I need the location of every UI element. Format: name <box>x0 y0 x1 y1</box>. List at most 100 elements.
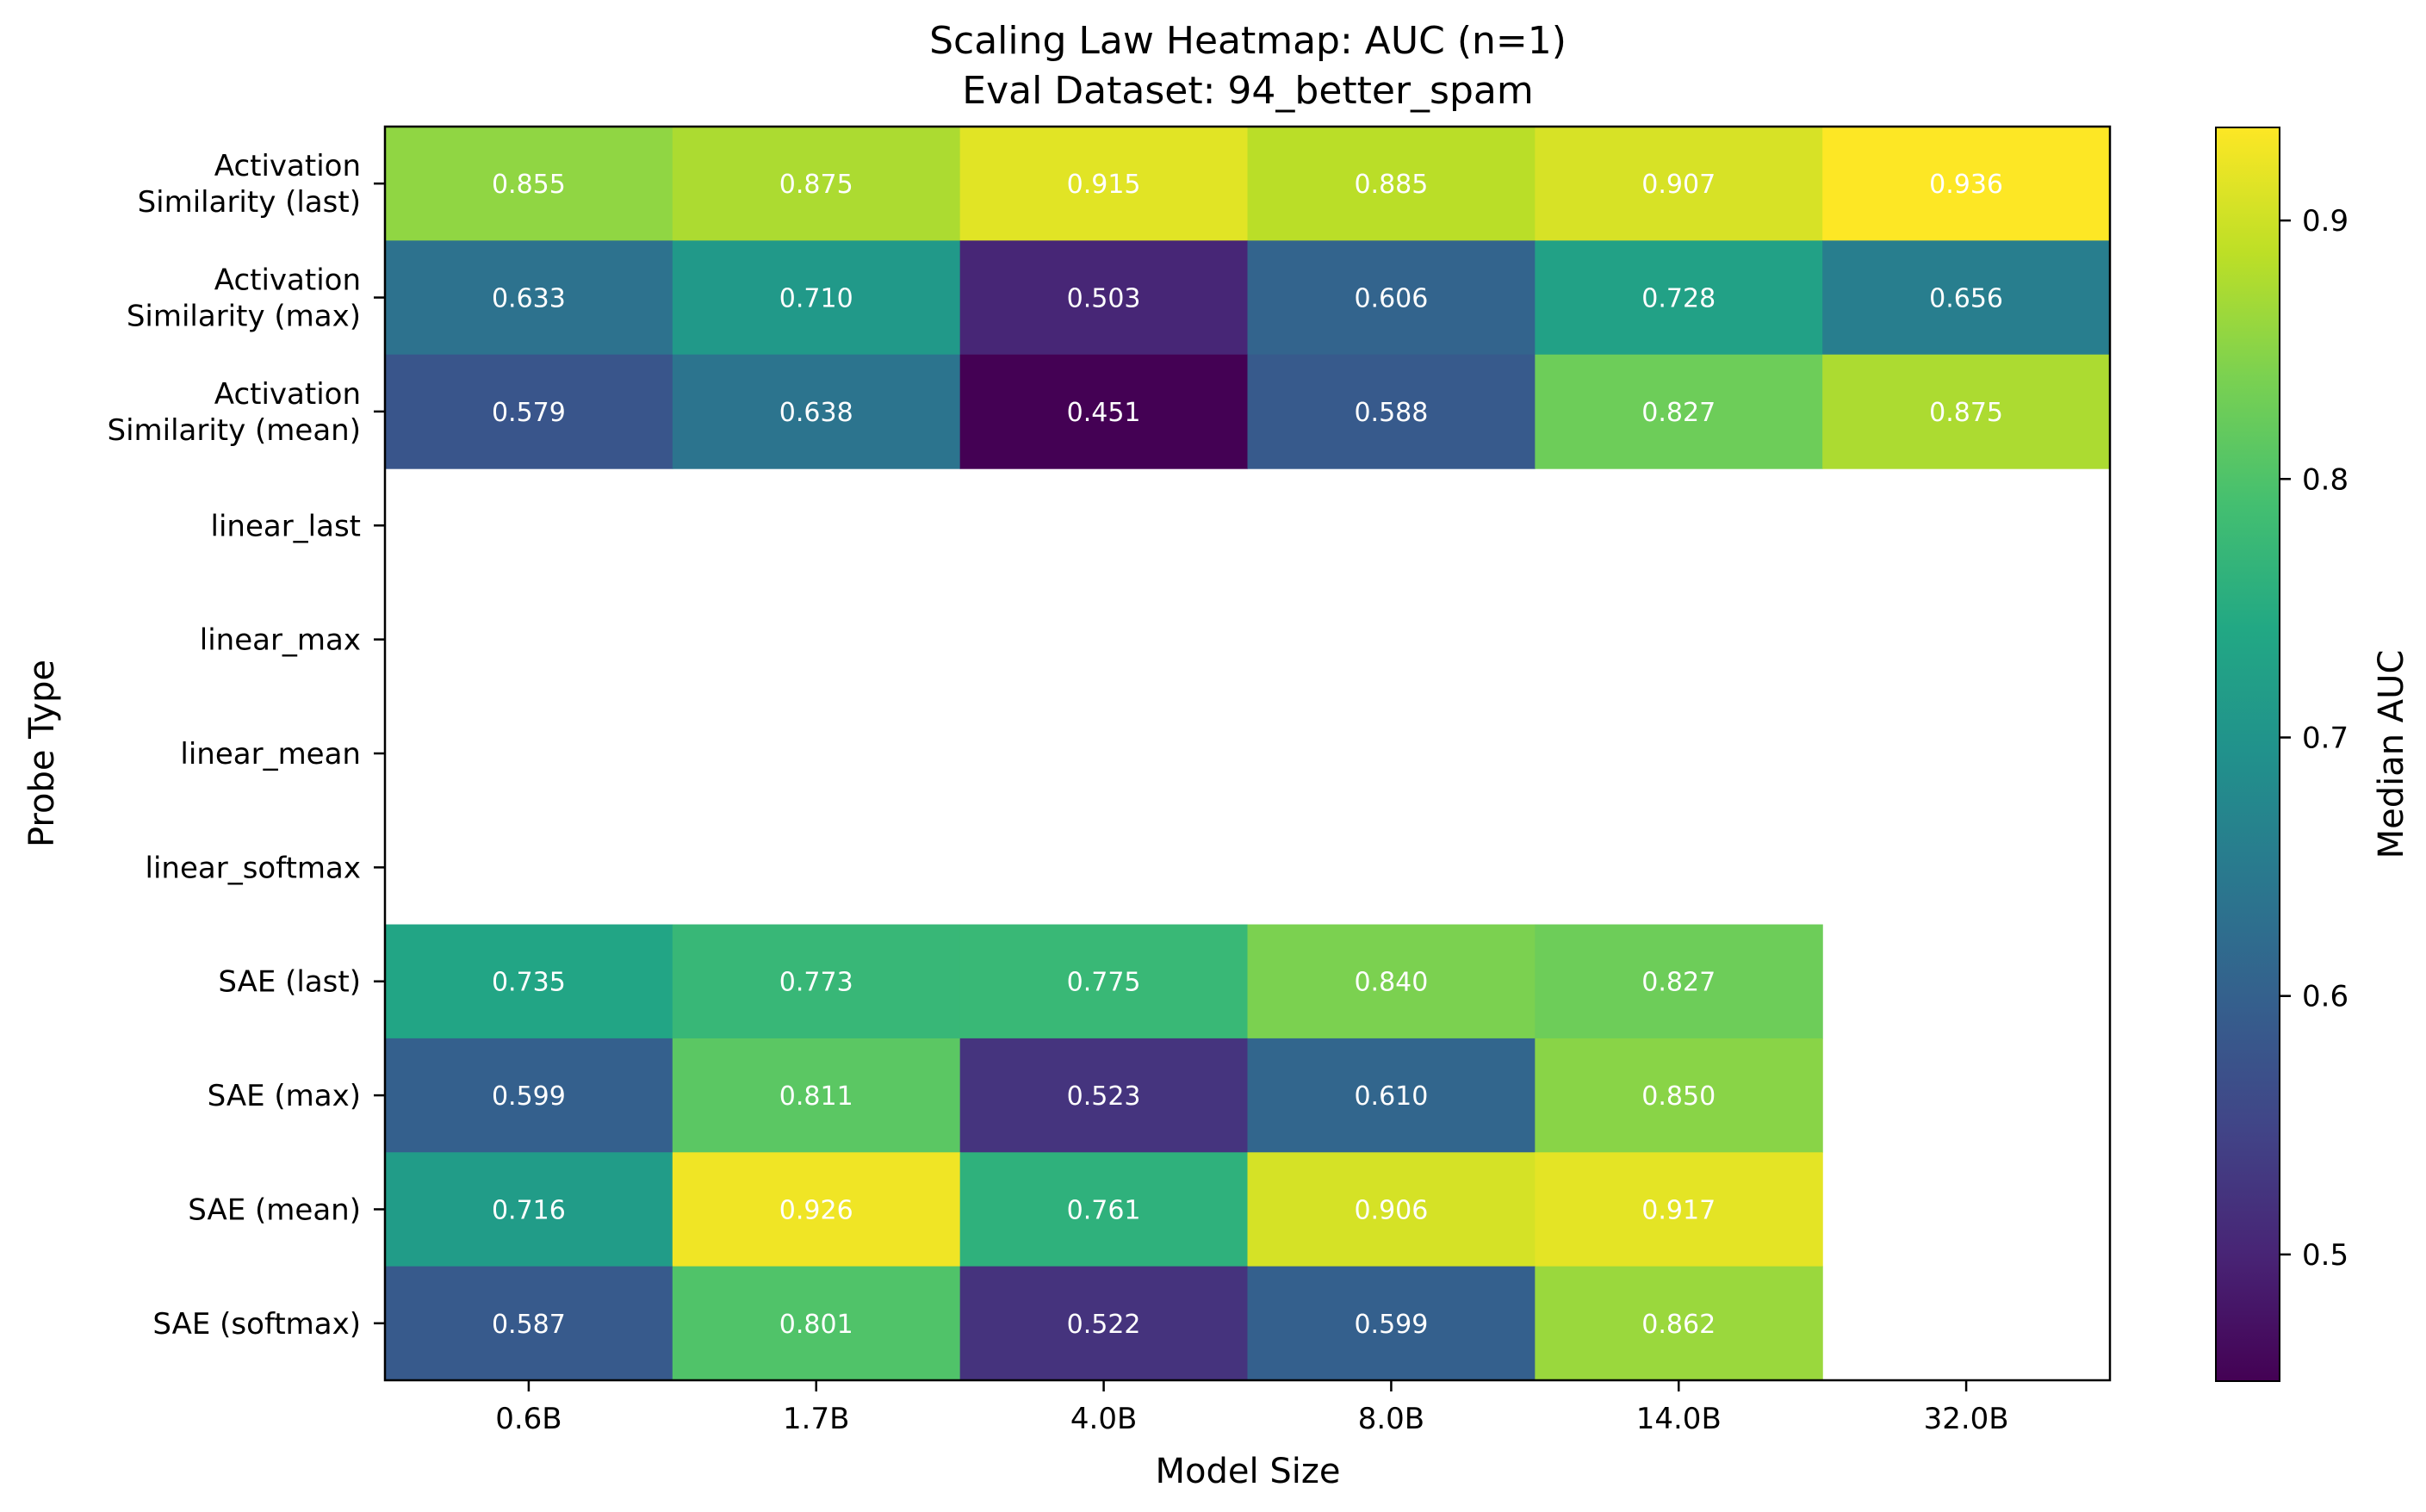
cell-value-label: 0.638 <box>779 398 853 428</box>
cell-value-label: 0.801 <box>779 1310 853 1340</box>
colorbar <box>2215 127 2280 1382</box>
x-tick-label: 14.0B <box>1636 1402 1722 1436</box>
cell-value-label: 0.610 <box>1354 1081 1428 1112</box>
heatmap-cell <box>672 354 961 469</box>
cell-value-label: 0.907 <box>1641 170 1716 200</box>
heatmap-cell <box>672 1266 961 1381</box>
cell-value-label: 0.761 <box>1067 1195 1141 1225</box>
cell-value-label: 0.633 <box>492 284 566 314</box>
cell-value-label: 0.522 <box>1067 1310 1141 1340</box>
y-tick-label: SAE (last) <box>218 965 361 1000</box>
plot-frame <box>383 125 2112 1382</box>
cell-value-label: 0.523 <box>1067 1081 1141 1112</box>
cell-value-label: 0.915 <box>1067 170 1141 200</box>
cell-value-label: 0.926 <box>779 1195 853 1225</box>
cell-value-label: 0.862 <box>1641 1310 1716 1340</box>
colorbar-tick-label: 0.6 <box>2302 980 2348 1014</box>
heatmap-cell <box>672 127 961 241</box>
cell-value-label: 0.811 <box>779 1081 853 1112</box>
y-tick-label: Activation Similarity (last) <box>138 149 361 220</box>
x-axis-label: Model Size <box>1156 1452 1341 1491</box>
y-tick-label: linear_last <box>211 509 362 543</box>
cell-value-label: 0.855 <box>492 170 566 200</box>
heatmap-cell <box>672 924 961 1039</box>
colorbar-tick-label: 0.5 <box>2302 1238 2348 1273</box>
colorbar-ticks: 0.5 0.6 0.7 0.8 0.9 <box>2280 204 2348 1273</box>
cell-value-label: 0.840 <box>1354 968 1428 998</box>
heatmap-cell <box>1535 1038 1823 1153</box>
cell-value-label: 0.728 <box>1641 284 1716 314</box>
heatmap-cell <box>1535 240 1823 356</box>
heatmap-cell <box>385 240 673 356</box>
x-tick-label: 4.0B <box>1070 1402 1137 1436</box>
heatmap-cell <box>1535 924 1823 1039</box>
x-tick-label: 1.7B <box>783 1402 849 1436</box>
heatmap-cell <box>1822 354 2111 469</box>
heatmap-cells <box>385 127 2111 1381</box>
y-tick-label: linear_max <box>200 623 361 658</box>
y-tick-label: linear_softmax <box>146 851 361 885</box>
heatmap-cell <box>672 1038 961 1153</box>
heatmap-cell <box>385 1038 673 1153</box>
heatmap-cell <box>1247 1152 1536 1267</box>
cell-value-label: 0.827 <box>1641 968 1716 998</box>
cell-value-label: 0.917 <box>1641 1195 1716 1225</box>
heatmap-cell <box>672 240 961 356</box>
heatmap-cell <box>1247 240 1536 356</box>
cell-value-label: 0.716 <box>492 1195 566 1225</box>
colorbar-tick-label: 0.7 <box>2302 721 2348 755</box>
heatmap-cell <box>959 1266 1249 1381</box>
cell-value-label: 0.710 <box>779 284 853 314</box>
colorbar-tick-label: 0.9 <box>2302 204 2348 239</box>
cell-value-label: 0.588 <box>1354 398 1428 428</box>
heatmap-cell <box>1247 1038 1536 1153</box>
cell-value-label: 0.885 <box>1354 170 1428 200</box>
cell-value-label: 0.775 <box>1067 968 1141 998</box>
y-tick-label: linear_mean <box>180 737 361 771</box>
colorbar-label: Median AUC <box>2372 650 2411 859</box>
heatmap-cell <box>1535 354 1823 469</box>
heatmap-cell <box>1822 127 2111 241</box>
cell-value-label: 0.606 <box>1354 284 1428 314</box>
cell-value-label: 0.503 <box>1067 284 1141 314</box>
y-tick-label: SAE (max) <box>208 1079 361 1113</box>
y-axis-ticks: Activation Similarity (last) Activation Sim… <box>107 149 385 1342</box>
x-tick-label: 32.0B <box>1924 1402 2009 1436</box>
chart-subtitle: Eval Dataset: 94_better_spam <box>962 69 1533 113</box>
heatmap-cell <box>385 924 673 1039</box>
heatmap-cell <box>959 127 1249 241</box>
y-axis-label: Probe Type <box>22 660 62 847</box>
heatmap-cell <box>1535 1266 1823 1381</box>
x-tick-label: 8.0B <box>1358 1402 1424 1436</box>
y-tick-label: Activation Similarity (max) <box>127 263 361 334</box>
y-tick-label: SAE (mean) <box>188 1193 361 1227</box>
heatmap-cell <box>1247 1266 1536 1381</box>
heatmap-cell <box>959 924 1249 1039</box>
heatmap-cell <box>1535 1152 1823 1267</box>
heatmap-cell <box>1247 354 1536 469</box>
cell-value-label: 0.875 <box>1929 398 2003 428</box>
y-tick-label: SAE (softmax) <box>152 1307 361 1342</box>
x-tick-label: 0.6B <box>495 1402 562 1436</box>
cell-value-label: 0.827 <box>1641 398 1716 428</box>
cell-value-label: 0.875 <box>779 170 853 200</box>
heatmap-cell <box>672 1152 961 1267</box>
y-tick-label: Activation Similarity (mean) <box>107 377 361 448</box>
cell-value-label: 0.906 <box>1354 1195 1428 1225</box>
cell-value-label: 0.451 <box>1067 398 1141 428</box>
cell-value-label: 0.735 <box>492 968 566 998</box>
x-axis-ticks: 0.6B 1.7B 4.0B 8.0B 14.0B 32.0B <box>495 1380 2009 1436</box>
heatmap-cell <box>959 1038 1249 1153</box>
heatmap-cell <box>385 1152 673 1267</box>
heatmap-cell <box>1822 240 2111 356</box>
heatmap-cell <box>385 1266 673 1381</box>
cell-value-label: 0.587 <box>492 1310 566 1340</box>
cell-value-label: 0.656 <box>1929 284 2003 314</box>
heatmap-cell <box>1535 127 1823 241</box>
heatmap-cell <box>1247 924 1536 1039</box>
cell-value-label: 0.599 <box>1354 1310 1428 1340</box>
chart-title: Scaling Law Heatmap: AUC (n=1) <box>929 19 1567 63</box>
heatmap-cell <box>959 1152 1249 1267</box>
heatmap-cell <box>385 354 673 469</box>
heatmap-cell <box>1247 127 1536 241</box>
